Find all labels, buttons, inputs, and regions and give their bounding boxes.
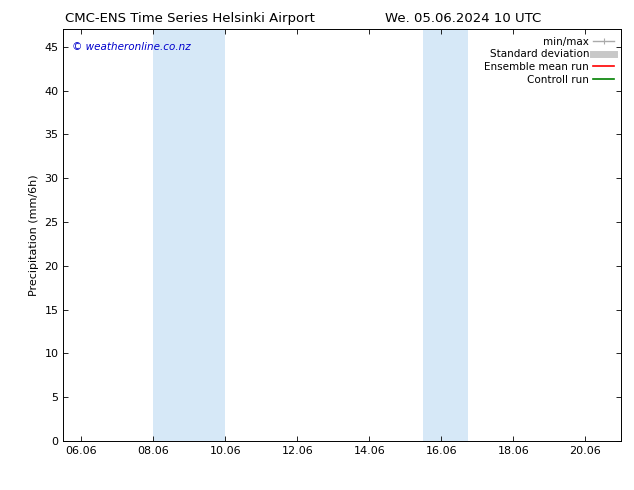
Text: © weatheronline.co.nz: © weatheronline.co.nz bbox=[72, 42, 191, 52]
Y-axis label: Precipitation (mm/6h): Precipitation (mm/6h) bbox=[29, 174, 39, 296]
Bar bbox=[424, 29, 469, 441]
Text: CMC-ENS Time Series Helsinki Airport: CMC-ENS Time Series Helsinki Airport bbox=[65, 12, 315, 25]
Text: We. 05.06.2024 10 UTC: We. 05.06.2024 10 UTC bbox=[385, 12, 541, 25]
Bar bbox=[153, 29, 225, 441]
Legend: min/max, Standard deviation, Ensemble mean run, Controll run: min/max, Standard deviation, Ensemble me… bbox=[480, 32, 618, 89]
